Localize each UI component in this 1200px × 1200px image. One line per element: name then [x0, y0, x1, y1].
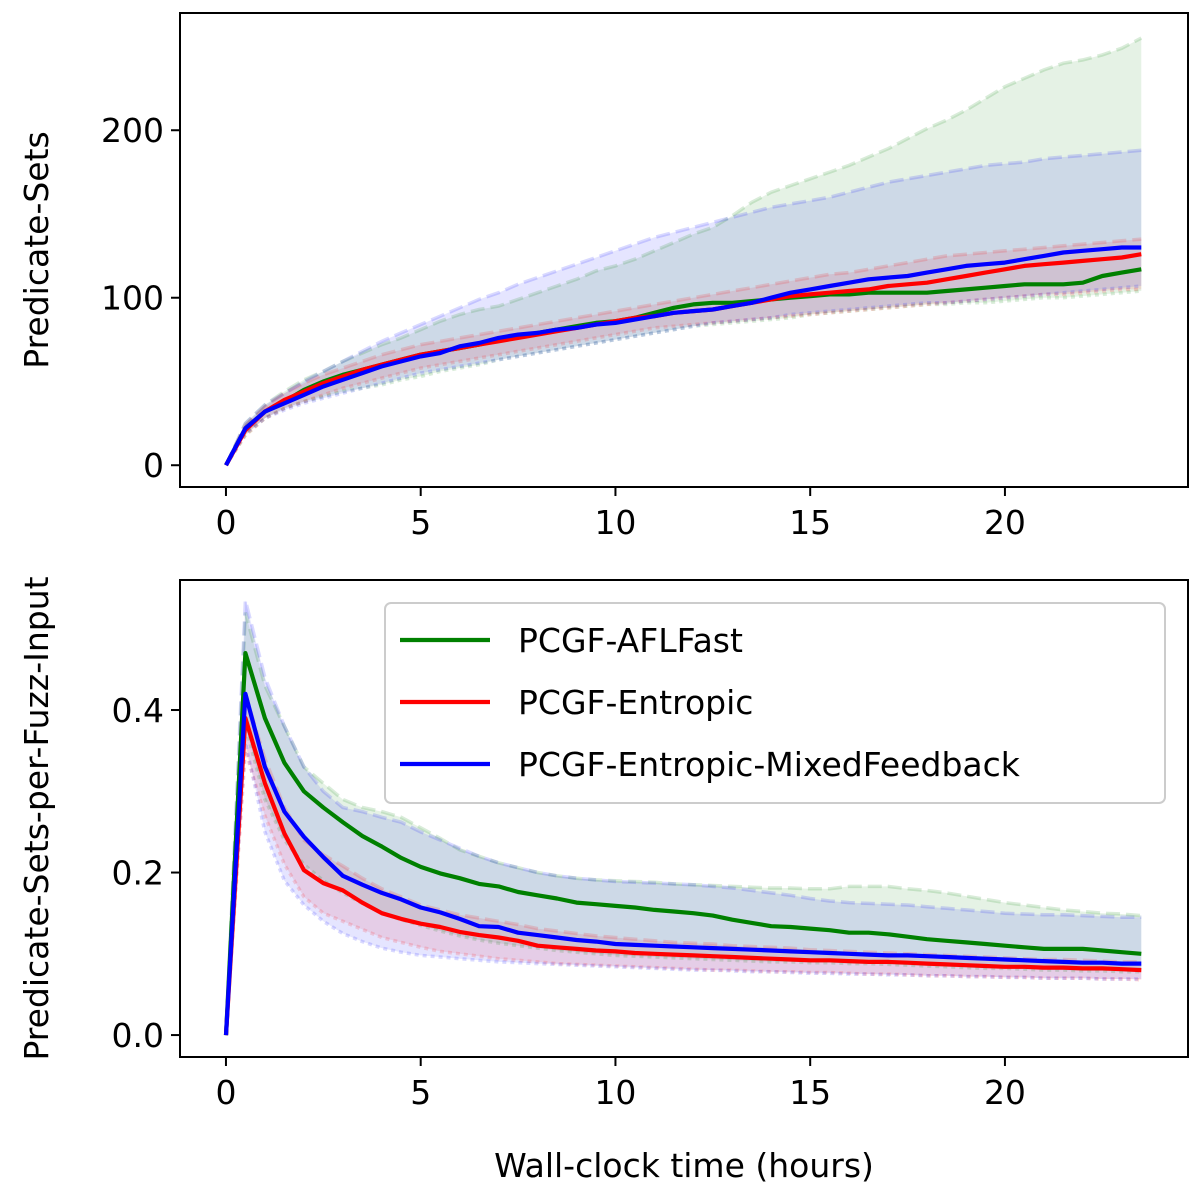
- band-2: [226, 239, 1142, 466]
- x-tick-label: 15: [789, 1073, 831, 1112]
- legend-label-2: PCGF-Entropic: [518, 683, 753, 722]
- band-upper-2: [224, 237, 1142, 466]
- band-2: [226, 693, 1142, 1036]
- x-tick-label: 20: [984, 503, 1026, 542]
- x-tick-label: 0: [215, 503, 236, 542]
- series-line-1: [223, 650, 1142, 1036]
- axes-frame: [179, 12, 1189, 488]
- y-tick-label: 100: [101, 279, 164, 318]
- legend-label-1: PCGF-AFLFast: [518, 621, 743, 660]
- x-tick-label: 20: [984, 1073, 1026, 1112]
- x-tick-label: 0: [215, 1073, 236, 1112]
- legend-box: [384, 602, 1166, 804]
- band-upper-1: [224, 36, 1143, 466]
- axes-frame: [179, 579, 1189, 1058]
- series-line-3: [224, 245, 1142, 467]
- band-1: [226, 38, 1142, 466]
- y-axis-title: Predicate-Sets: [17, 131, 56, 368]
- y-tick-label: 0.0: [112, 1016, 164, 1055]
- y-tick-label: 0.4: [112, 691, 164, 730]
- x-tick-label: 5: [410, 503, 431, 542]
- series-line-3: [223, 691, 1142, 1036]
- band-lower-3: [224, 284, 1142, 467]
- band-upper-1: [224, 612, 1142, 1036]
- band-upper-3: [224, 148, 1142, 466]
- x-tick-label: 10: [594, 1073, 636, 1112]
- band-lower-3: [224, 742, 1142, 1036]
- band-lower-2: [224, 750, 1142, 1036]
- y-tick-label: 0.2: [112, 854, 164, 893]
- x-tick-label: 5: [410, 1073, 431, 1112]
- y-tick-label: 0: [143, 446, 164, 485]
- y-axis-title: Predicate-Sets-per-Fuzz-Input: [17, 576, 56, 1060]
- chart-panel-2: 0 5 10 15 20 0.0 0.2 0.4 Predicate-Sets-per-Fuzz…: [17, 576, 1189, 1185]
- series-line-2: [223, 715, 1142, 1036]
- band-3: [226, 600, 1142, 1036]
- y-tick-label: 200: [101, 111, 164, 150]
- plot-area: [223, 599, 1142, 1036]
- x-axis-title: Wall-clock time (hours): [494, 1146, 874, 1185]
- legend: PCGF-AFLFast PCGF-Entropic PCGF-Entropic-M…: [384, 602, 1166, 804]
- band-upper-3: [224, 599, 1142, 1036]
- x-tick-label: 15: [789, 503, 831, 542]
- band-lower-1: [224, 289, 1142, 467]
- legend-label-3: PCGF-Entropic-MixedFeedback: [518, 745, 1021, 784]
- x-tick-label: 10: [594, 503, 636, 542]
- plot-area: [224, 36, 1143, 467]
